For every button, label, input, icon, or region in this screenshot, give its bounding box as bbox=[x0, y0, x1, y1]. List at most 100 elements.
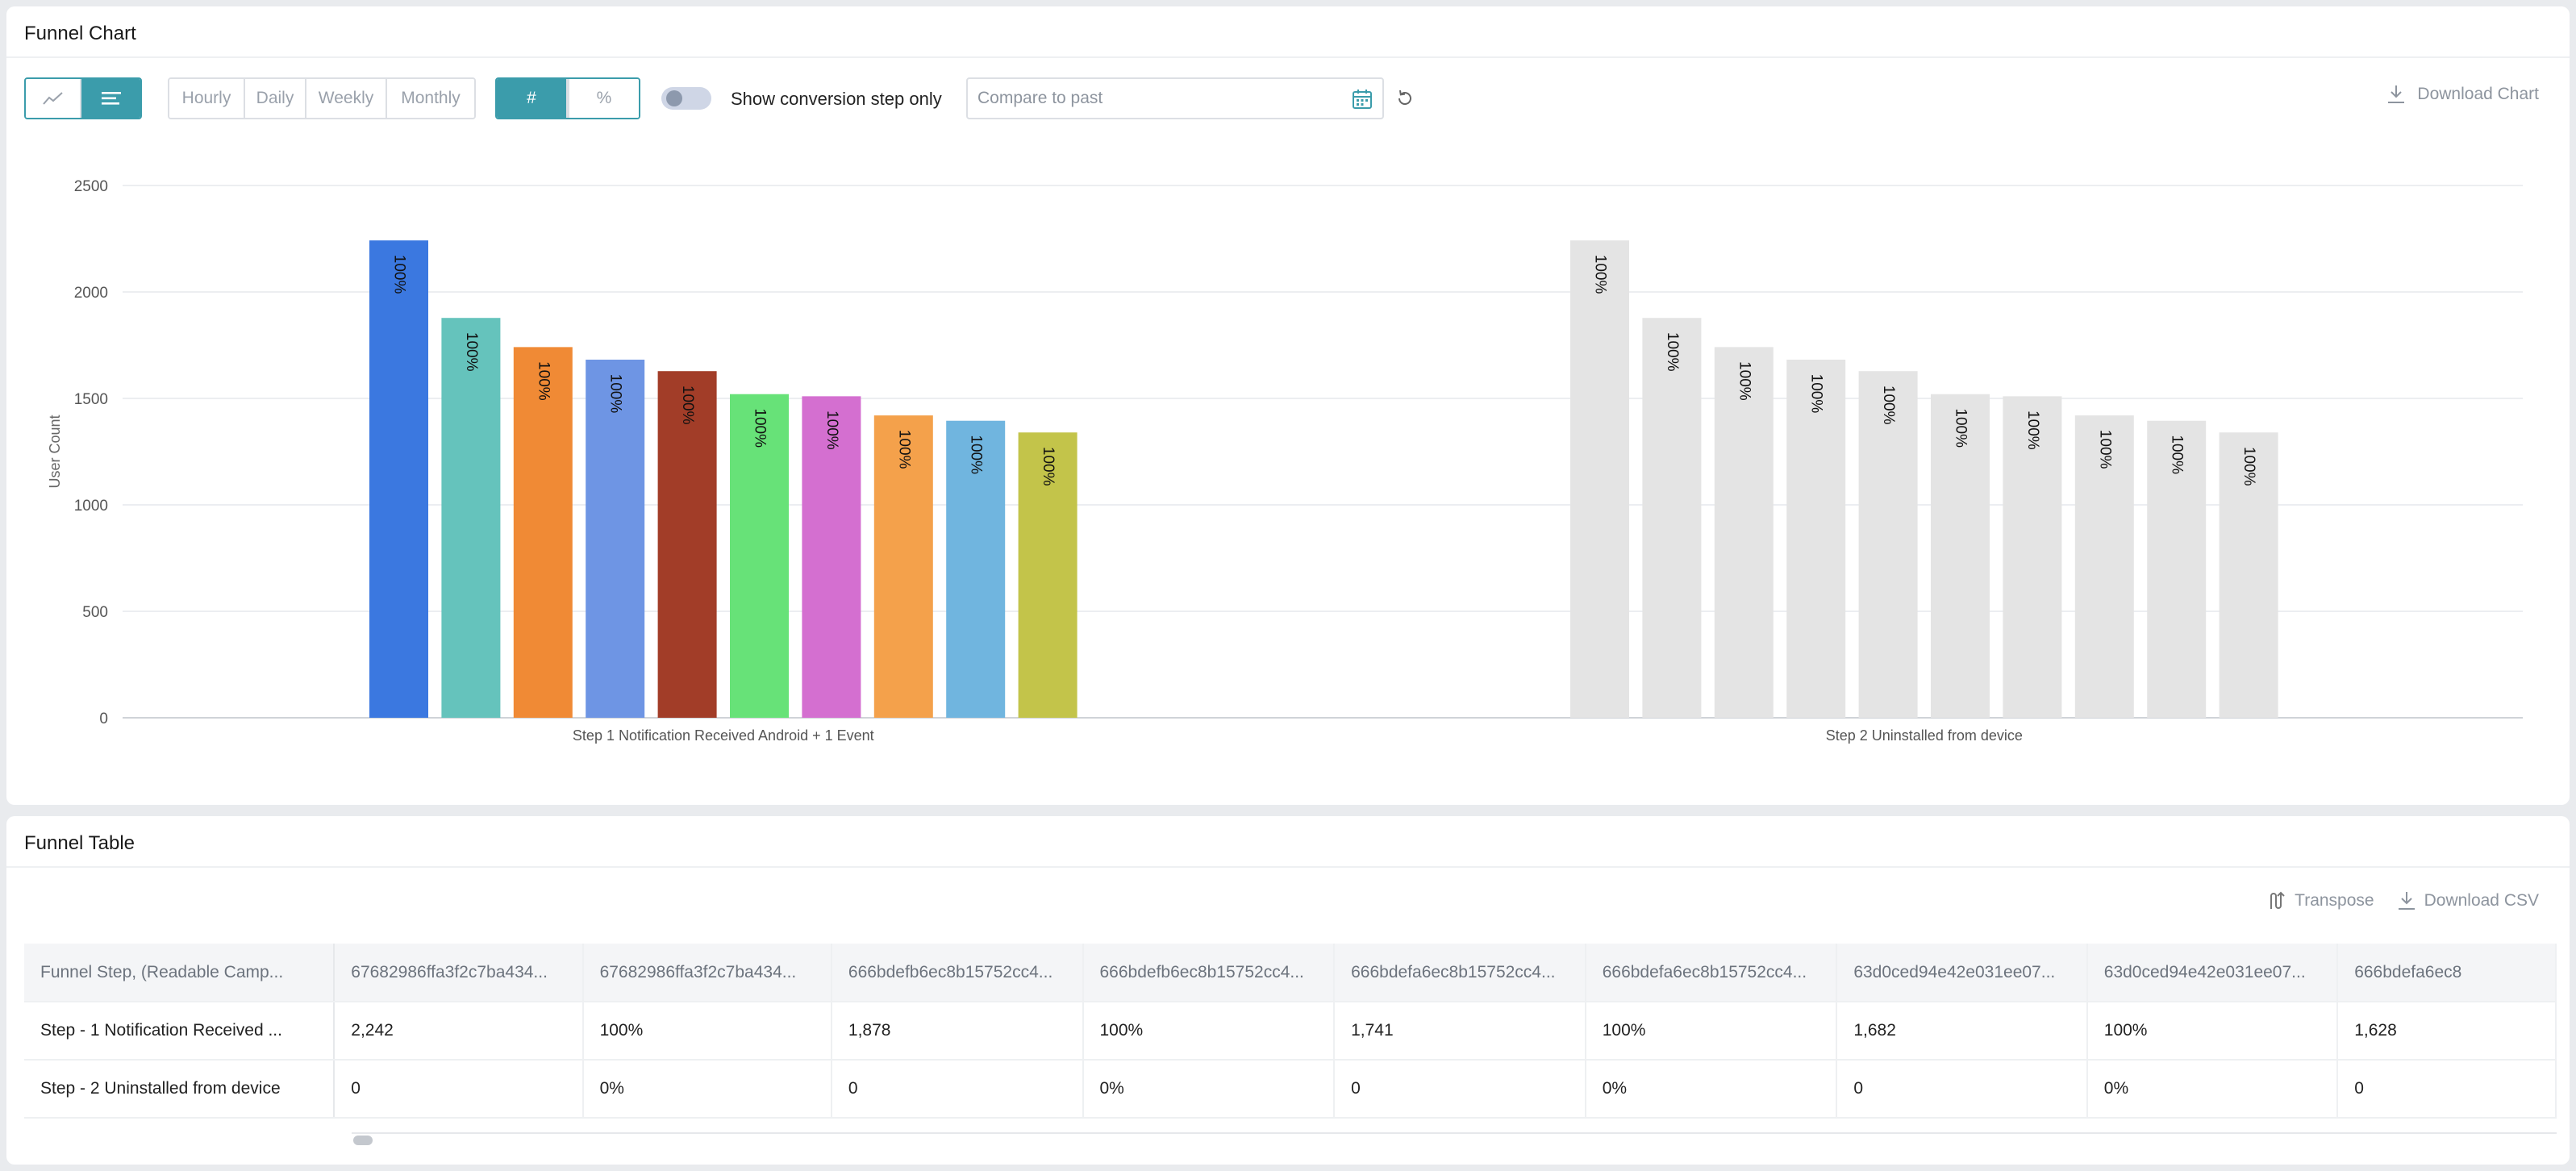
calendar-icon[interactable] bbox=[1352, 89, 1373, 110]
view-mode-group bbox=[24, 77, 142, 119]
bar bbox=[1858, 371, 1918, 718]
bar bbox=[946, 420, 1006, 718]
y-tick-label: 2000 bbox=[74, 285, 108, 302]
table-cell: 0 bbox=[1836, 1060, 2088, 1119]
bar-data-label: 100% bbox=[751, 408, 768, 448]
bar bbox=[657, 371, 717, 718]
compare-to-past-field[interactable] bbox=[966, 77, 1384, 119]
divider bbox=[6, 866, 2570, 868]
bar bbox=[2219, 432, 2278, 718]
download-icon bbox=[2388, 85, 2405, 103]
table-cell: 0% bbox=[582, 1060, 832, 1119]
y-tick-label: 2500 bbox=[74, 178, 108, 195]
bar bbox=[1642, 318, 1702, 718]
table-cell: 100% bbox=[1585, 1002, 1838, 1061]
table-cell: 0 bbox=[2337, 1060, 2557, 1119]
granularity-daily[interactable]: Daily bbox=[245, 79, 306, 118]
table-cell: 2,242 bbox=[334, 1002, 584, 1061]
download-csv-label: Download CSV bbox=[2424, 891, 2539, 910]
download-chart-button[interactable]: Download Chart bbox=[2386, 84, 2539, 105]
table-cell: 0% bbox=[1585, 1060, 1838, 1119]
table-cell: 1,878 bbox=[831, 1002, 1084, 1061]
compare-to-past-input[interactable] bbox=[977, 87, 1332, 110]
bar bbox=[586, 359, 645, 718]
bar-data-label: 100% bbox=[1040, 447, 1057, 486]
column-header[interactable]: 666bdefa6ec8b15752cc4... bbox=[1585, 944, 1838, 1002]
bar-chart-button[interactable] bbox=[81, 79, 140, 118]
column-header[interactable]: 63d0ced94e42e031ee07... bbox=[2086, 944, 2339, 1002]
table-row: Step - 1 Notification Received ... 2,242… bbox=[24, 1002, 2557, 1061]
column-header[interactable]: Funnel Step, (Readable Camp... bbox=[24, 944, 336, 1002]
table-tools: Transpose Download CSV bbox=[2267, 890, 2539, 911]
bar bbox=[513, 347, 573, 718]
bar bbox=[1786, 359, 1846, 718]
bar bbox=[1931, 394, 1990, 718]
table-cell: 100% bbox=[1082, 1002, 1336, 1061]
x-category-label: Step 2 Uninstalled from device bbox=[1826, 727, 2023, 744]
table-cell: 1,628 bbox=[2337, 1002, 2557, 1061]
table-header-row: Funnel Step, (Readable Camp... 67682986f… bbox=[24, 944, 2557, 1002]
column-header[interactable]: 666bdefa6ec8 bbox=[2337, 944, 2557, 1002]
bar-data-label: 100% bbox=[2169, 435, 2186, 474]
bar-data-label: 100% bbox=[535, 361, 552, 401]
conversion-step-toggle[interactable] bbox=[661, 87, 711, 110]
bar-data-label: 100% bbox=[463, 332, 480, 372]
funnel-table-wrapper[interactable]: Funnel Step, (Readable Camp... 67682986f… bbox=[24, 944, 2557, 1131]
download-chart-label: Download Chart bbox=[2417, 85, 2539, 103]
y-tick-label: 0 bbox=[99, 711, 108, 727]
table-cell: 0 bbox=[1334, 1060, 1586, 1119]
column-header[interactable]: 67682986ffa3f2c7ba434... bbox=[582, 944, 832, 1002]
bar-data-label: 100% bbox=[390, 255, 407, 294]
bar-chart-icon bbox=[101, 92, 121, 105]
y-tick-label: 1000 bbox=[74, 498, 108, 515]
download-csv-button[interactable]: Download CSV bbox=[2397, 890, 2539, 911]
y-axis-label: User Count bbox=[47, 415, 63, 488]
bar bbox=[2147, 420, 2207, 718]
granularity-hourly[interactable]: Hourly bbox=[169, 79, 245, 118]
bar-data-label: 100% bbox=[1808, 374, 1825, 414]
table-cell: 0% bbox=[2086, 1060, 2339, 1119]
granularity-monthly[interactable]: Monthly bbox=[387, 79, 474, 118]
divider bbox=[6, 56, 2570, 58]
conversion-step-label: Show conversion step only bbox=[731, 89, 942, 109]
transpose-button[interactable]: Transpose bbox=[2267, 891, 2374, 911]
absolute-count-button[interactable]: # bbox=[497, 79, 568, 118]
reset-icon[interactable] bbox=[1395, 89, 1415, 108]
funnel-table-title: Funnel Table bbox=[24, 832, 135, 854]
column-header[interactable]: 67682986ffa3f2c7ba434... bbox=[334, 944, 584, 1002]
percent-button[interactable]: % bbox=[568, 79, 639, 118]
column-header[interactable]: 666bdefb6ec8b15752cc4... bbox=[1082, 944, 1336, 1002]
bar bbox=[730, 394, 789, 718]
bar-data-label: 100% bbox=[1880, 385, 1897, 425]
table-cell: Step - 2 Uninstalled from device bbox=[24, 1060, 336, 1119]
funnel-table: Funnel Step, (Readable Camp... 67682986f… bbox=[24, 944, 2557, 1119]
transpose-label: Transpose bbox=[2295, 891, 2374, 910]
bar-data-label: 100% bbox=[2240, 447, 2257, 486]
bar-data-label: 100% bbox=[2096, 430, 2113, 469]
horizontal-scrollbar[interactable] bbox=[352, 1132, 2557, 1145]
table-cell: 0 bbox=[831, 1060, 1084, 1119]
bar bbox=[2074, 415, 2134, 718]
table-cell: 1,682 bbox=[1836, 1002, 2088, 1061]
column-header[interactable]: 666bdefb6ec8b15752cc4... bbox=[831, 944, 1084, 1002]
bar bbox=[802, 396, 861, 718]
line-chart-button[interactable] bbox=[26, 79, 82, 118]
bar-data-label: 100% bbox=[895, 430, 912, 469]
table-cell: 1,741 bbox=[1334, 1002, 1586, 1061]
scrollbar-thumb[interactable] bbox=[353, 1136, 373, 1145]
bar bbox=[1714, 347, 1774, 718]
bar-data-label: 100% bbox=[968, 435, 985, 474]
bar-data-label: 100% bbox=[1591, 255, 1608, 294]
table-cell: 0% bbox=[1082, 1060, 1336, 1119]
column-header[interactable]: 63d0ced94e42e031ee07... bbox=[1836, 944, 2088, 1002]
bar bbox=[441, 318, 501, 718]
funnel-bar-chart: 0 500 1000 1500 2000 2500 User Count 100% 100% 10… bbox=[47, 178, 2523, 744]
bar-data-label: 100% bbox=[823, 410, 840, 450]
bar-data-label: 100% bbox=[607, 374, 624, 414]
bar-data-label: 100% bbox=[1664, 332, 1681, 372]
bar bbox=[369, 240, 428, 718]
bar-data-label: 100% bbox=[2024, 410, 2041, 450]
column-header[interactable]: 666bdefa6ec8b15752cc4... bbox=[1334, 944, 1586, 1002]
granularity-weekly[interactable]: Weekly bbox=[306, 79, 387, 118]
line-chart-icon bbox=[42, 92, 63, 105]
